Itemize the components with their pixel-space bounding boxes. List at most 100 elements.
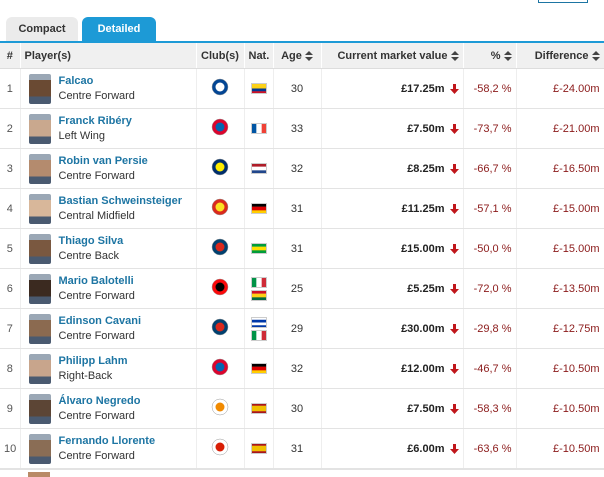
- club-logo[interactable]: [211, 198, 229, 216]
- difference: £-10.50m: [516, 388, 604, 429]
- down-arrow: [449, 83, 459, 94]
- club-logo[interactable]: [211, 358, 229, 376]
- tab-detailed[interactable]: Detailed: [82, 17, 156, 41]
- player-info: Thiago Silva Centre Back: [25, 233, 192, 264]
- flag: [250, 243, 267, 254]
- player-row: 4 Bastian Schweinsteiger Central Midfield 3…: [0, 188, 604, 229]
- player-photo: [28, 353, 51, 384]
- age: 32: [273, 348, 322, 389]
- player-position: Centre Forward: [58, 90, 135, 102]
- club-logo[interactable]: [211, 238, 229, 256]
- flag: [250, 83, 267, 94]
- player-row: 9 Álvaro Negredo Centre Forward 30 £7.50m -58…: [0, 388, 604, 429]
- difference: £-21.00m: [516, 108, 604, 149]
- down-arrow: [449, 323, 459, 334]
- column-header[interactable]: Age: [273, 43, 322, 69]
- difference: £-10.50m: [516, 428, 604, 469]
- club-cell: [196, 428, 245, 469]
- sort-icon: [591, 50, 600, 61]
- top-button-edge[interactable]: [538, 0, 588, 3]
- player-position: Central Midfield: [58, 210, 135, 222]
- player-row: 1 Falcao Centre Forward 30 £17.25m -58,2 % £-2…: [0, 68, 604, 109]
- player-name[interactable]: Thiago Silva: [58, 235, 124, 247]
- player-name[interactable]: Falcao: [58, 75, 94, 87]
- header-label: Difference: [534, 49, 589, 62]
- down-arrow: [449, 243, 459, 254]
- player-text: Álvaro Negredo Centre Forward: [59, 395, 141, 422]
- club-cell: [196, 68, 245, 109]
- percent-change: -63,6 %: [463, 428, 517, 469]
- player-name[interactable]: Bastian Schweinsteiger: [58, 195, 183, 207]
- player-info: Mario Balotelli Centre Forward: [25, 273, 192, 304]
- rank: 8: [0, 348, 21, 389]
- market-value-cell: £5.25m: [321, 268, 464, 309]
- partial-row: [0, 469, 604, 477]
- market-value: £17.25m: [401, 82, 445, 95]
- club-logo[interactable]: [211, 318, 229, 336]
- market-value-cell: £12.00m: [321, 348, 464, 389]
- player-text: Falcao Centre Forward: [59, 75, 135, 102]
- player-photo: [28, 233, 51, 264]
- market-value: £12.00m: [401, 362, 445, 375]
- player-info: Fernando Llorente Centre Forward: [25, 433, 192, 464]
- percent-change: -58,2 %: [463, 68, 517, 109]
- club-logo[interactable]: [211, 438, 229, 456]
- age: 31: [273, 228, 322, 269]
- club-logo[interactable]: [211, 158, 229, 176]
- rank: 10: [0, 428, 21, 469]
- column-header[interactable]: %: [463, 43, 517, 69]
- player-info: Robin van Persie Centre Forward: [25, 153, 192, 184]
- club-logo[interactable]: [211, 398, 229, 416]
- player-name[interactable]: Robin van Persie: [58, 155, 148, 167]
- player-photo: [28, 433, 51, 464]
- down-arrow: [449, 203, 459, 214]
- header-label: #: [6, 49, 13, 62]
- nationality-cell: [244, 68, 274, 109]
- player-name[interactable]: Edinson Cavani: [58, 315, 142, 327]
- sort-icon: [503, 50, 512, 61]
- difference: £-15.00m: [516, 188, 604, 229]
- club-logo[interactable]: [211, 118, 229, 136]
- club-cell: [196, 108, 245, 149]
- player-info: Bastian Schweinsteiger Central Midfield: [25, 193, 192, 224]
- market-value-cell: £8.25m: [321, 148, 464, 189]
- percent-change: -50,0 %: [463, 228, 517, 269]
- percent-change: -66,7 %: [463, 148, 517, 189]
- nationality-cell: [244, 348, 274, 389]
- player-cell: Thiago Silva Centre Back: [20, 228, 197, 269]
- market-value-cell: £7.50m: [321, 108, 464, 149]
- player-name[interactable]: Franck Ribéry: [58, 115, 132, 127]
- player-name[interactable]: Fernando Llorente: [58, 435, 156, 447]
- nationality-cell: [244, 308, 274, 349]
- club-cell: [196, 268, 245, 309]
- rank: 1: [0, 68, 21, 109]
- column-header: #: [0, 43, 21, 69]
- club-logo[interactable]: [211, 78, 229, 96]
- rank: 9: [0, 388, 21, 429]
- difference: £-13.50m: [516, 268, 604, 309]
- player-cell: Álvaro Negredo Centre Forward: [20, 388, 197, 429]
- player-name[interactable]: Álvaro Negredo: [58, 395, 141, 407]
- rank: 3: [0, 148, 21, 189]
- nationality-cell: [244, 108, 274, 149]
- flag: [250, 123, 267, 134]
- column-header[interactable]: Current market value: [321, 43, 464, 69]
- market-value: £6.00m: [407, 442, 445, 455]
- player-name[interactable]: Philipp Lahm: [58, 355, 128, 367]
- player-position: Centre Forward: [58, 170, 135, 182]
- player-name[interactable]: Mario Balotelli: [58, 275, 134, 287]
- market-value: £30.00m: [401, 322, 445, 335]
- player-position: Centre Forward: [58, 330, 135, 342]
- player-cell: Fernando Llorente Centre Forward: [20, 428, 197, 469]
- column-header: Club(s): [196, 43, 245, 69]
- age: 30: [273, 388, 322, 429]
- player-row: 5 Thiago Silva Centre Back 31 £15.00m -50,0 %…: [0, 228, 604, 269]
- tab-compact[interactable]: Compact: [6, 17, 78, 41]
- club-cell: [196, 148, 245, 189]
- difference: £-12.75m: [516, 308, 604, 349]
- club-logo[interactable]: [211, 278, 229, 296]
- header-label: Age: [281, 49, 302, 62]
- column-header[interactable]: Difference: [516, 43, 604, 69]
- player-cell: Philipp Lahm Right-Back: [20, 348, 197, 389]
